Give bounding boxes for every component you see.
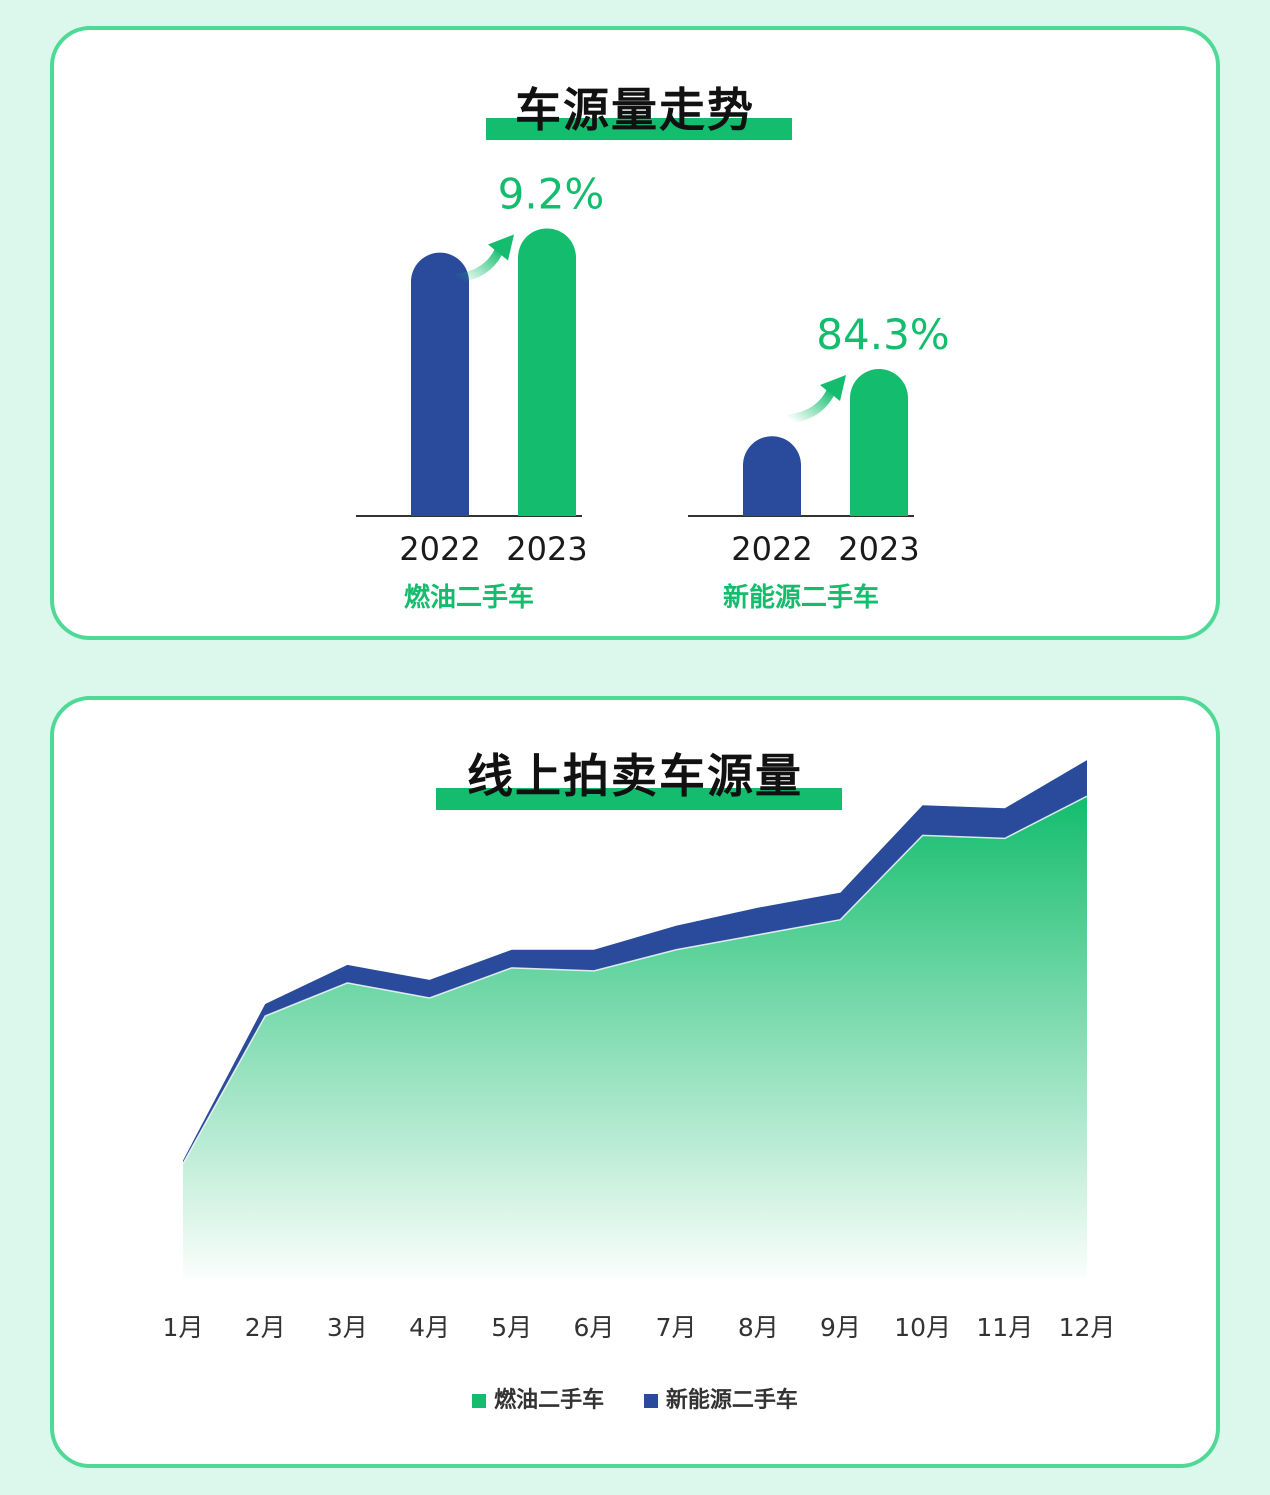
legend-swatch-ev bbox=[643, 1394, 658, 1408]
title-underline-bar bbox=[486, 118, 792, 140]
bar-chart: 2022 2023 燃油二手车 9.2% 2022 2023 新能源二手车 84.3% bbox=[356, 169, 950, 613]
x-tick-label: 11月 bbox=[976, 1313, 1033, 1342]
bar-2023 bbox=[518, 228, 576, 516]
legend-label: 新能源二手车 bbox=[665, 1388, 798, 1413]
x-tick-label: 7月 bbox=[656, 1313, 697, 1342]
x-tick-label: 2023 bbox=[838, 530, 919, 568]
x-tick-label: 2023 bbox=[506, 530, 587, 568]
bar-2022 bbox=[411, 252, 469, 516]
x-tick-label: 2022 bbox=[399, 530, 480, 568]
legend-item-fuel: 燃油二手车 bbox=[472, 1382, 604, 1414]
up-right-arrow-icon bbox=[784, 384, 837, 424]
up-right-arrow-icon bbox=[452, 243, 505, 283]
growth-label: 84.3% bbox=[816, 310, 949, 359]
x-tick-label: 5月 bbox=[491, 1313, 532, 1342]
source-trend-card: 车源量走势 2022 2023 燃油二手车 9.2% 2022 2023 新能源二手车 84.… bbox=[50, 26, 1220, 640]
x-tick-label: 10月 bbox=[894, 1313, 951, 1342]
x-tick-label: 2月 bbox=[245, 1313, 286, 1342]
up-right-arrow-head-icon bbox=[820, 375, 846, 402]
panel-title: 线上拍卖车源量 bbox=[467, 749, 803, 803]
x-tick-label: 8月 bbox=[738, 1313, 779, 1342]
area-chart: 1月 2月 3月 4月 5月 6月 7月 8月 9月 10月 11月 12月 bbox=[163, 760, 1116, 1342]
group-label: 新能源二手车 bbox=[723, 582, 879, 613]
x-tick-label: 1月 bbox=[163, 1313, 204, 1342]
legend-item-ev: 新能源二手车 bbox=[643, 1382, 798, 1414]
group-label: 燃油二手车 bbox=[404, 582, 534, 613]
x-tick-label: 9月 bbox=[820, 1313, 861, 1342]
chart-legend: 燃油二手车 新能源二手车 bbox=[54, 1382, 1216, 1414]
auction-volume-card: 线上拍卖车源量 1月 2月 3月 4月 5月 6月 7月 8月 9月 10月 11月 12月 燃油二手… bbox=[50, 696, 1220, 1468]
x-tick-label: 4月 bbox=[409, 1313, 450, 1342]
x-tick-label: 6月 bbox=[573, 1313, 614, 1342]
x-tick-label: 2022 bbox=[731, 530, 812, 568]
growth-label: 9.2% bbox=[498, 169, 605, 218]
series-boundary-line bbox=[182, 795, 1088, 1164]
legend-swatch-fuel bbox=[472, 1394, 487, 1408]
x-tick-label: 12月 bbox=[1059, 1313, 1116, 1342]
legend-label: 燃油二手车 bbox=[494, 1388, 605, 1413]
bar-2022 bbox=[743, 436, 801, 516]
up-right-arrow-head-icon bbox=[488, 234, 514, 261]
area-series-fuel bbox=[183, 796, 1087, 1278]
x-tick-label: 3月 bbox=[327, 1313, 368, 1342]
title-underline-bar bbox=[436, 788, 842, 810]
bar-2023 bbox=[850, 369, 908, 516]
panel-title: 车源量走势 bbox=[515, 83, 755, 137]
